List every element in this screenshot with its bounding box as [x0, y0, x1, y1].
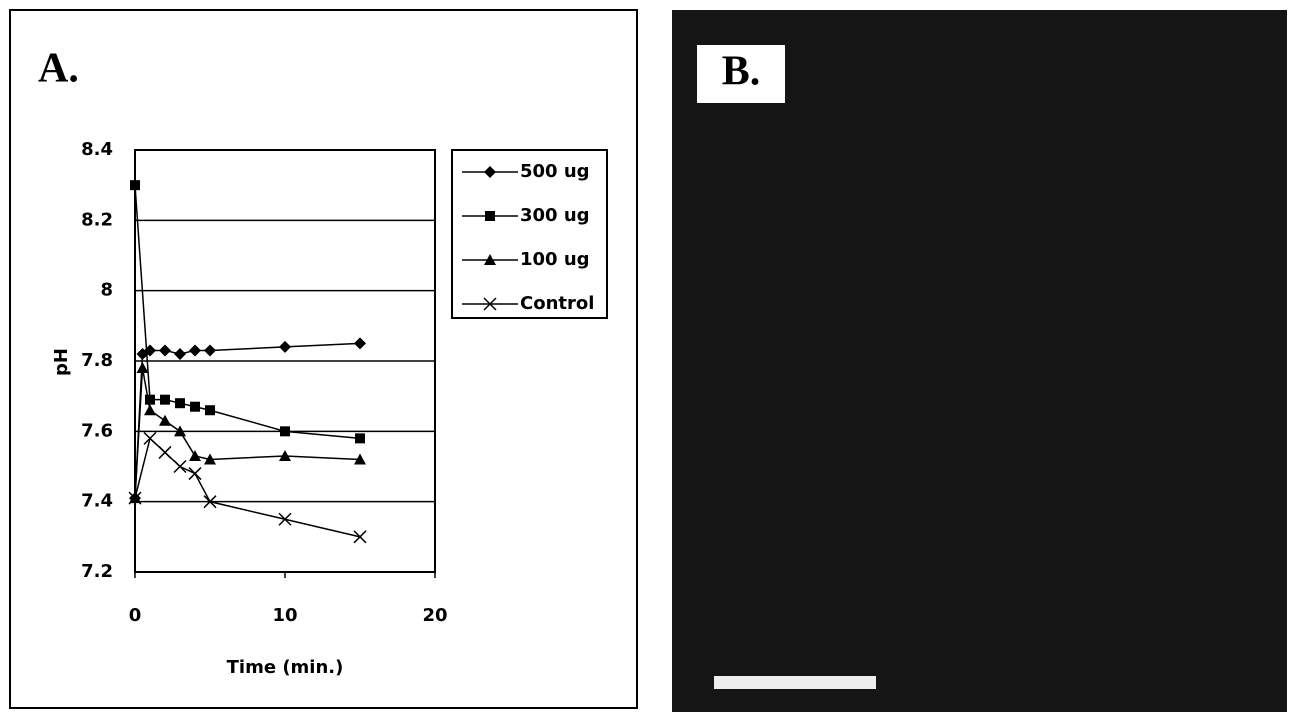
marker: [483, 297, 497, 311]
marker: [204, 453, 216, 465]
micrograph: [672, 10, 1287, 712]
marker: [159, 344, 171, 357]
panel-b-label-box: [697, 45, 785, 103]
marker: [279, 340, 291, 353]
marker: [354, 453, 366, 465]
marker: [145, 394, 155, 405]
marker: [143, 431, 157, 445]
marker: [173, 459, 187, 474]
marker: [353, 530, 367, 544]
y-tick-label: 7.8: [81, 350, 113, 371]
marker: [189, 344, 201, 357]
marker: [160, 394, 170, 405]
scale-bar: [714, 676, 876, 689]
marker: [484, 254, 496, 265]
y-axis-label: pH: [51, 348, 72, 376]
marker: [159, 414, 171, 426]
y-tick-label: 7.4: [81, 491, 113, 512]
marker: [158, 445, 172, 459]
y-tick-label: 7.6: [81, 420, 113, 441]
x-tick-label: 0: [129, 605, 142, 626]
legend-label: 100 ug: [520, 249, 590, 270]
marker: [174, 347, 186, 360]
y-tick-label: 8: [100, 280, 113, 301]
marker: [144, 404, 156, 416]
marker: [485, 211, 495, 221]
marker: [354, 337, 366, 350]
marker: [128, 491, 142, 505]
y-tick-label: 8.4: [81, 139, 113, 160]
marker: [280, 426, 290, 437]
marker: [355, 433, 365, 444]
x-tick-label: 10: [272, 605, 297, 626]
panel-label: B.: [722, 49, 761, 95]
x-tick-label: 20: [422, 605, 447, 626]
marker: [204, 344, 216, 357]
marker: [278, 512, 292, 526]
legend-label: 300 ug: [520, 205, 590, 226]
legend-label: Control: [520, 293, 594, 314]
marker: [136, 362, 149, 374]
marker: [205, 405, 215, 416]
legend-box: [451, 149, 608, 319]
x-axis-label: Time (min.): [227, 657, 344, 678]
marker: [484, 166, 496, 178]
marker: [188, 467, 202, 481]
marker: [175, 398, 185, 409]
marker: [203, 495, 217, 509]
marker: [130, 180, 140, 191]
y-tick-label: 8.2: [81, 209, 113, 230]
panel-label: A.: [38, 46, 79, 92]
panel-a-frame: [9, 9, 638, 709]
marker: [279, 449, 291, 461]
marker: [189, 449, 201, 461]
marker: [190, 401, 200, 412]
marker: [174, 425, 186, 437]
legend-label: 500 ug: [520, 161, 590, 182]
y-tick-label: 7.2: [81, 561, 113, 582]
plot-frame: [134, 149, 436, 573]
